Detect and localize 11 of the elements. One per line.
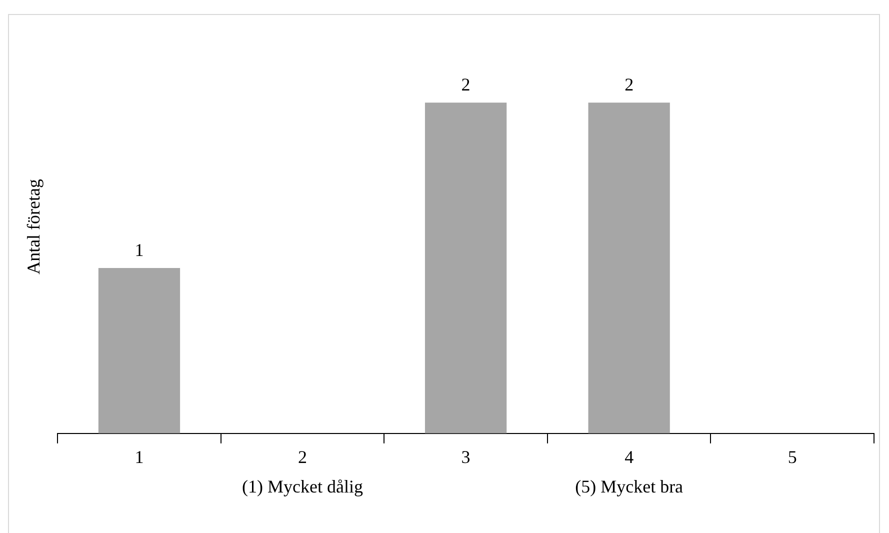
x-tick-label: 1 [134,446,144,467]
data-label: 1 [134,240,144,260]
y-axis-title: Antal företag [24,178,44,274]
text: (1) Mycket dålig [242,476,364,497]
x-tick-label: 2 [298,446,308,467]
data-label: 2 [624,74,634,94]
text: (5) Mycket bra [575,476,684,497]
x-tick-label: 3 [461,446,470,467]
x-tick-label: 5 [788,446,797,467]
x-tick-label: 4 [624,446,634,467]
data-label: 2 [461,74,470,94]
